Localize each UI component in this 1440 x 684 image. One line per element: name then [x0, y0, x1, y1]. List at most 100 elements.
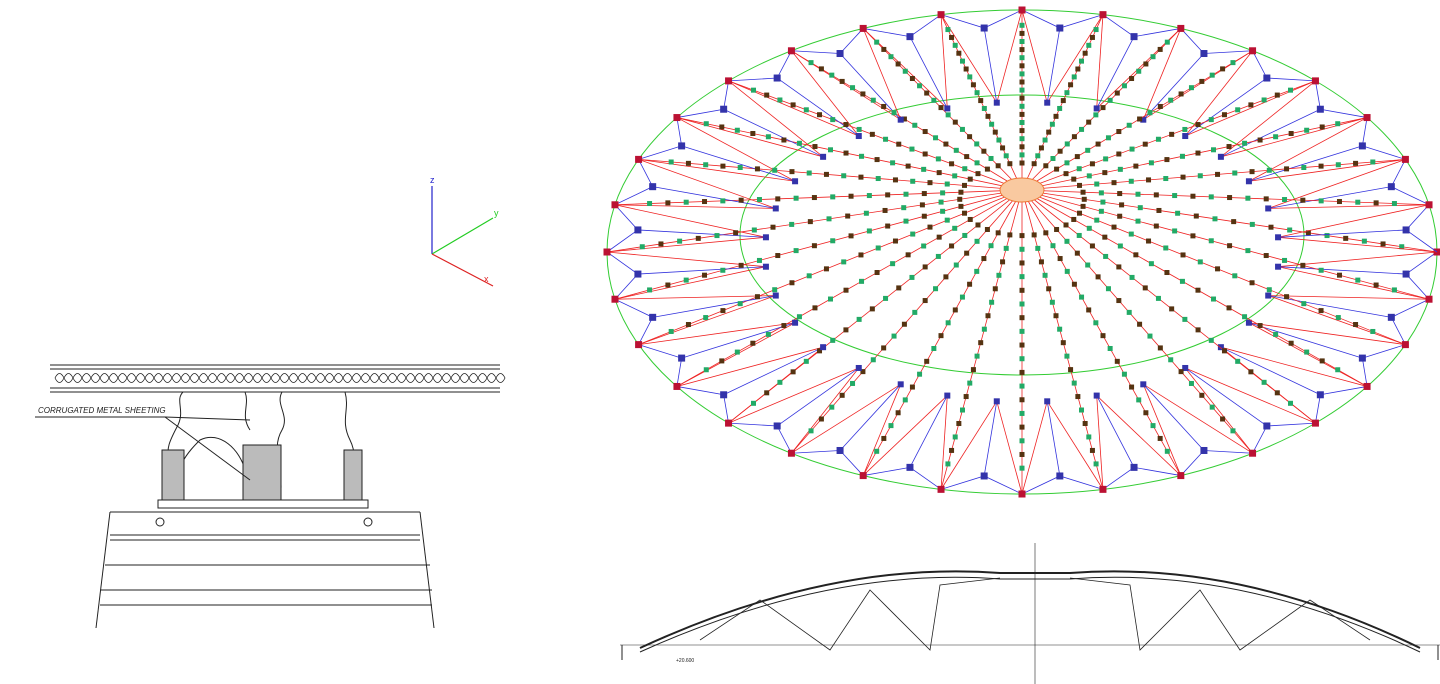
purlin — [1046, 286, 1052, 292]
purlin — [978, 98, 984, 104]
purlin — [1019, 369, 1025, 375]
purlin — [1103, 156, 1109, 162]
red-member — [606, 236, 766, 253]
blue-member — [1278, 266, 1407, 275]
purlin — [1019, 315, 1025, 321]
purlin — [909, 146, 915, 152]
purlin — [764, 92, 770, 98]
purlin — [992, 129, 998, 135]
purlin — [1060, 98, 1066, 104]
purlin — [891, 110, 897, 116]
node — [836, 50, 844, 58]
purlin — [1153, 192, 1159, 198]
purlin — [777, 97, 783, 103]
node — [1018, 6, 1026, 14]
purlin — [975, 222, 981, 228]
purlin — [910, 231, 916, 237]
purlin — [1003, 153, 1009, 159]
node — [1402, 270, 1410, 278]
purlin — [830, 337, 836, 343]
purlin — [963, 394, 969, 400]
purlin — [959, 126, 965, 132]
purlin — [881, 103, 887, 109]
blue-member — [1248, 145, 1363, 182]
purlin — [953, 147, 959, 153]
red-member — [1021, 189, 1430, 300]
purlin — [720, 163, 726, 169]
purlin — [962, 166, 968, 172]
purlin — [1226, 305, 1232, 311]
node — [603, 248, 611, 256]
node — [1140, 116, 1147, 123]
purlin — [1373, 282, 1379, 288]
blue-member — [1142, 53, 1205, 120]
purlin — [1075, 394, 1081, 400]
blue-member — [1278, 229, 1407, 238]
purlin — [827, 296, 833, 302]
red-member — [638, 322, 796, 346]
purlin — [811, 195, 817, 201]
purlin — [1288, 130, 1294, 136]
purlin — [1157, 435, 1163, 441]
node — [673, 382, 681, 390]
purlin — [1126, 309, 1132, 315]
purlin — [1150, 54, 1156, 60]
blue-member — [728, 50, 792, 82]
node — [1245, 178, 1252, 185]
purlin — [1079, 407, 1085, 413]
node — [762, 263, 769, 270]
purlin — [1353, 322, 1359, 328]
purlin — [1075, 66, 1081, 72]
purlin — [1019, 233, 1025, 239]
node — [993, 99, 1000, 106]
purlin — [967, 74, 973, 80]
purlin — [1085, 147, 1091, 153]
node — [1401, 341, 1409, 349]
red-member — [676, 346, 824, 387]
purlin — [981, 148, 987, 154]
purlin — [921, 191, 927, 197]
purlin — [1095, 141, 1101, 147]
purlin — [1068, 82, 1074, 88]
purlin — [952, 225, 958, 231]
purlin — [933, 135, 939, 141]
purlin — [1043, 230, 1049, 236]
purlin — [703, 162, 709, 168]
purlin — [1208, 117, 1214, 123]
blue-member — [637, 266, 766, 275]
blue-member — [1268, 295, 1392, 318]
purlin — [789, 280, 795, 286]
purlin — [964, 154, 970, 160]
blue-member — [606, 204, 639, 253]
blue-member — [681, 145, 796, 182]
purlin — [1019, 120, 1025, 125]
purlin — [1135, 218, 1141, 224]
purlin — [1399, 244, 1405, 250]
node — [944, 105, 951, 112]
purlin — [808, 60, 814, 66]
node — [1263, 422, 1271, 430]
purlin — [895, 61, 901, 67]
purlin — [967, 380, 973, 386]
purlin — [1164, 157, 1170, 163]
red-member — [1021, 189, 1430, 206]
purlin — [843, 150, 849, 156]
purlin — [683, 277, 689, 283]
node — [1311, 77, 1319, 85]
purlin — [1071, 380, 1077, 386]
node — [611, 201, 619, 209]
purlin — [1094, 181, 1100, 187]
purlin — [772, 287, 778, 293]
purlin — [1035, 153, 1041, 159]
blue-member — [1361, 117, 1406, 160]
red-member — [728, 367, 859, 424]
purlin — [1035, 245, 1041, 251]
purlin — [1128, 231, 1134, 237]
purlin — [1148, 261, 1154, 267]
purlin — [1220, 416, 1226, 422]
purlin — [1209, 72, 1215, 78]
purlin — [1100, 333, 1106, 339]
purlin — [775, 253, 781, 259]
purlin — [956, 420, 962, 426]
purlin — [1268, 224, 1274, 230]
